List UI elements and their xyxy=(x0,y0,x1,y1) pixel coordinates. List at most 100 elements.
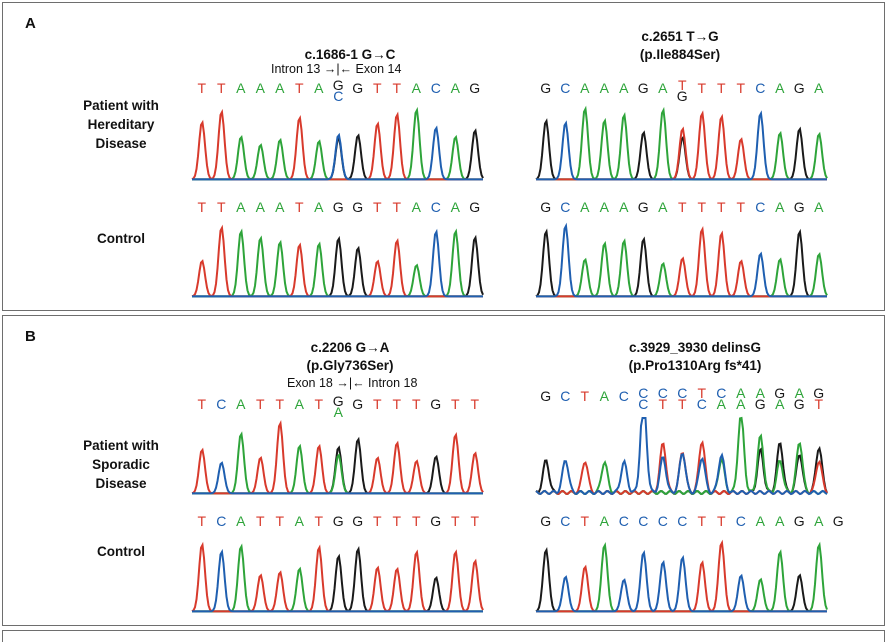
base-letter: A xyxy=(619,199,629,215)
base-letter: A xyxy=(236,80,246,96)
chromatogram-b-right-patient xyxy=(535,416,828,496)
base-letter: T xyxy=(392,513,402,529)
base-letter: T xyxy=(411,513,421,529)
base-letter: C xyxy=(638,513,649,529)
base-letter: T xyxy=(580,513,590,529)
base-letter: C xyxy=(657,513,668,529)
base-letter: C xyxy=(696,396,707,412)
base-letter: A xyxy=(236,199,246,215)
base-letter: A xyxy=(736,385,746,401)
base-letter: C xyxy=(755,80,766,96)
base-letter: C xyxy=(755,199,766,215)
base-letter: G xyxy=(352,396,364,412)
base-letter: T xyxy=(411,396,421,412)
base-letter: A xyxy=(275,80,285,96)
base-letter: A xyxy=(294,396,304,412)
base-letter: C xyxy=(333,88,344,104)
base-letter: T xyxy=(197,199,207,215)
base-letter: A xyxy=(775,513,785,529)
base-letter: A xyxy=(755,385,765,401)
base-letter: A xyxy=(619,80,629,96)
base-letter: T xyxy=(314,513,324,529)
trace-c xyxy=(535,417,828,496)
base-letter: T xyxy=(677,199,687,215)
base-letter: T xyxy=(294,199,304,215)
base-letter: A xyxy=(775,80,785,96)
base-letter: A xyxy=(658,199,668,215)
panel-letter: B xyxy=(25,328,36,345)
base-letter: T xyxy=(216,80,226,96)
trace-a xyxy=(192,543,483,613)
base-letter: G xyxy=(332,199,344,215)
base-letter: T xyxy=(658,396,668,412)
base-letter: A xyxy=(814,199,824,215)
base-letter: G xyxy=(540,199,552,215)
chromatogram-a-right-control xyxy=(535,222,828,298)
base-letter: T xyxy=(470,513,480,529)
base-letter: T xyxy=(255,513,265,529)
base-letter: C xyxy=(560,199,571,215)
base-letter: T xyxy=(197,396,207,412)
base-letter: G xyxy=(793,80,805,96)
base-letter: A xyxy=(599,513,609,529)
base-letter: G xyxy=(332,77,344,93)
base-letter: A xyxy=(755,513,765,529)
boundary-label-b: Exon 18 →|← Intron 18 xyxy=(287,376,418,390)
base-letter: C xyxy=(677,513,688,529)
base-letter: A xyxy=(314,80,324,96)
base-letter: C xyxy=(716,385,727,401)
base-letter: T xyxy=(275,396,285,412)
chromatogram-b-left-patient xyxy=(191,420,484,495)
base-letter: T xyxy=(814,396,824,412)
base-letter: A xyxy=(314,199,324,215)
base-letter: T xyxy=(736,199,746,215)
base-letter: T xyxy=(216,199,226,215)
chromatogram-b-right-control xyxy=(535,539,828,613)
base-letter: T xyxy=(716,80,726,96)
trace-c xyxy=(536,222,827,298)
base-letter: A xyxy=(255,80,265,96)
base-letter: G xyxy=(793,396,805,412)
base-letter: G xyxy=(774,385,786,401)
base-letter: T xyxy=(716,513,726,529)
base-letter: G xyxy=(540,388,552,404)
base-letter: A xyxy=(333,404,343,420)
base-letter: A xyxy=(580,199,590,215)
base-letter: A xyxy=(450,199,460,215)
title-b-left: c.2206 G→A (p.Gly736Ser) xyxy=(306,340,394,373)
base-letter: G xyxy=(813,385,825,401)
base-letter: G xyxy=(332,513,344,529)
base-letter: T xyxy=(372,199,382,215)
base-letter: T xyxy=(697,80,707,96)
base-letter: A xyxy=(599,199,609,215)
chromatogram-a-left-patient xyxy=(191,106,484,181)
chromatogram-a-right-patient xyxy=(535,105,828,181)
next-panel-border xyxy=(2,630,885,642)
base-letter: A xyxy=(814,80,824,96)
panel-b: B xyxy=(2,315,885,626)
base-letter: G xyxy=(832,513,844,529)
row-label-patient-sporadic: Patient with Sporadic Disease xyxy=(83,438,159,491)
base-letter: A xyxy=(775,396,785,412)
base-letter: C xyxy=(430,199,441,215)
trace-a xyxy=(192,431,483,495)
base-letter: A xyxy=(599,80,609,96)
trace-a xyxy=(536,238,828,298)
base-letter: G xyxy=(540,513,552,529)
base-letter: T xyxy=(697,199,707,215)
base-letter: T xyxy=(450,396,460,412)
base-letter: A xyxy=(275,199,285,215)
base-letter: C xyxy=(216,513,227,529)
base-letter: A xyxy=(658,80,668,96)
base-letter: G xyxy=(793,199,805,215)
base-letter: T xyxy=(470,396,480,412)
